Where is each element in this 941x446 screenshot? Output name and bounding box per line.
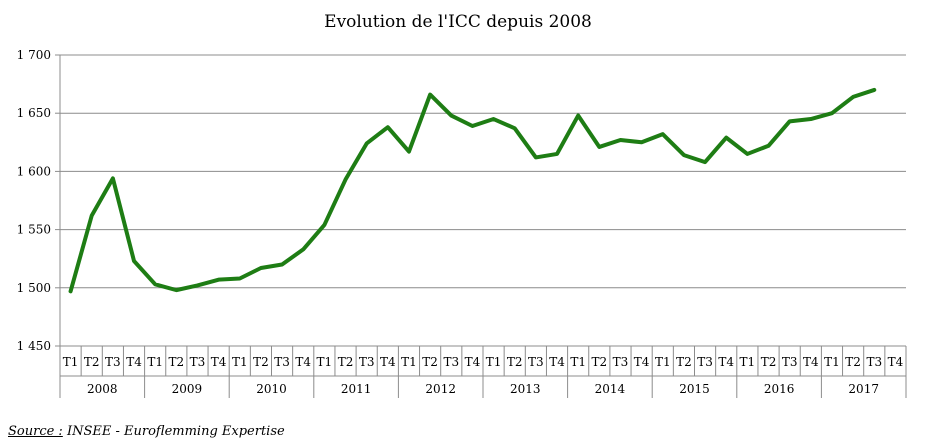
- x-tick-label: T4: [888, 355, 904, 369]
- x-tick-label: T4: [718, 355, 734, 369]
- y-tick-label: 1 500: [17, 281, 51, 295]
- x-tick-label: T2: [253, 355, 269, 369]
- x-tick-label: T1: [317, 355, 333, 369]
- x-year-label: 2015: [679, 382, 710, 396]
- x-tick-label: T4: [380, 355, 396, 369]
- x-year-label: 2009: [172, 382, 203, 396]
- x-tick-label: T3: [613, 355, 629, 369]
- x-year-label: 2014: [595, 382, 626, 396]
- x-tick-label: T2: [507, 355, 523, 369]
- x-axis: T1 T2 T3 T4 T1 T2 T3 T4 T1 T2 T3 T4 T1 T2 T3 T4 T1 T2 T3 T4…: [59, 346, 907, 398]
- x-year-label: 2010: [256, 382, 287, 396]
- x-year-label: 2011: [341, 382, 372, 396]
- x-tick-label: T4: [295, 355, 311, 369]
- series-layer: [68, 87, 877, 294]
- y-axis: 1 450 1 500 1 550 1 600 1 650 1 700: [17, 48, 61, 353]
- x-tick-label: T1: [401, 355, 417, 369]
- x-tick-label: T2: [169, 355, 185, 369]
- x-tick-label: T3: [359, 355, 375, 369]
- x-tick-label: T2: [422, 355, 438, 369]
- x-tick-label: T3: [697, 355, 713, 369]
- x-year-label: 2012: [425, 382, 456, 396]
- x-tick-label: T1: [570, 355, 586, 369]
- x-tick-label: T2: [761, 355, 777, 369]
- x-year-label: 2008: [87, 382, 118, 396]
- x-tick-label: T4: [803, 355, 819, 369]
- y-tick-label: 1 700: [17, 48, 51, 62]
- x-tick-label: T1: [824, 355, 840, 369]
- gridlines: [60, 54, 906, 347]
- x-tick-label: T2: [592, 355, 608, 369]
- x-year-label: 2016: [764, 382, 795, 396]
- x-tick-label: T3: [866, 355, 882, 369]
- x-tick-label: T3: [274, 355, 290, 369]
- x-tick-label: T4: [634, 355, 650, 369]
- series-line: [68, 87, 877, 294]
- x-tick-label: T1: [486, 355, 502, 369]
- x-tick-label: T3: [105, 355, 121, 369]
- y-tick-label: 1 550: [17, 223, 51, 237]
- x-tick-label: T3: [443, 355, 459, 369]
- x-tick-label: T4: [465, 355, 481, 369]
- x-tick-label: T1: [232, 355, 248, 369]
- x-tick-label: T4: [211, 355, 227, 369]
- x-tick-label: T3: [782, 355, 798, 369]
- chart-title: Evolution de l'ICC depuis 2008: [324, 12, 592, 32]
- x-tick-label: T1: [740, 355, 756, 369]
- x-tick-label: T4: [549, 355, 565, 369]
- y-tick-label: 1 450: [17, 339, 51, 353]
- x-tick-label: T2: [338, 355, 354, 369]
- x-year-label: 2017: [848, 382, 879, 396]
- x-tick-label: T3: [190, 355, 206, 369]
- x-tick-label: T2: [84, 355, 100, 369]
- x-tick-label: T1: [655, 355, 671, 369]
- source-label: Source :: [8, 424, 63, 439]
- source-note: Source : INSEE - Euroflemming Expertise: [8, 424, 285, 439]
- x-tick-label: T2: [676, 355, 692, 369]
- source-text: INSEE - Euroflemming Expertise: [62, 424, 285, 439]
- y-tick-label: 1 600: [17, 164, 51, 178]
- x-tick-label: T1: [147, 355, 163, 369]
- y-tick-label: 1 650: [17, 106, 51, 120]
- x-tick-label: T1: [63, 355, 79, 369]
- x-year-label: 2013: [510, 382, 541, 396]
- x-tick-label: T3: [528, 355, 544, 369]
- x-tick-label: T4: [126, 355, 142, 369]
- x-tick-label: T2: [845, 355, 861, 369]
